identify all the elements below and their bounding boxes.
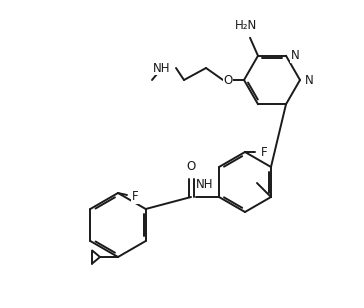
Text: F: F [261,145,268,159]
Text: N: N [305,74,314,87]
Text: O: O [186,160,195,173]
Text: NH: NH [153,62,170,75]
Text: NH: NH [196,178,214,191]
Text: N: N [291,49,300,62]
Text: O: O [223,74,233,87]
Text: F: F [132,191,139,204]
Text: H₂N: H₂N [235,19,257,32]
